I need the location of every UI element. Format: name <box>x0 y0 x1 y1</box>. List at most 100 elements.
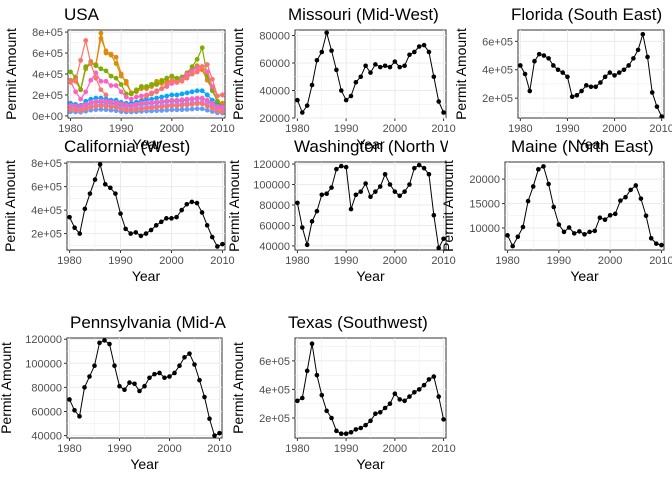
data-point <box>103 48 109 54</box>
y-tick-label: 120000 <box>253 159 290 171</box>
data-point <box>368 70 373 75</box>
data-point <box>83 106 89 112</box>
x-tick-label: 2000 <box>598 255 622 267</box>
data-point <box>97 340 102 346</box>
y-tick-label: 60000 <box>259 58 290 70</box>
data-point <box>640 31 646 37</box>
x-tick-label: 2000 <box>383 443 407 455</box>
x-tick-label: 2000 <box>160 123 184 135</box>
data-point <box>583 83 589 88</box>
data-point <box>77 414 82 419</box>
data-point <box>68 69 73 75</box>
data-point <box>87 191 93 196</box>
data-point <box>123 226 128 232</box>
data-point <box>108 51 114 57</box>
data-point <box>98 107 104 112</box>
data-point <box>118 211 123 216</box>
data-point <box>112 363 117 369</box>
data-point <box>149 91 154 97</box>
data-point <box>82 206 88 212</box>
data-point <box>177 363 182 369</box>
data-point <box>319 49 325 55</box>
data-point <box>659 242 664 248</box>
y-tick-label: 10000 <box>469 223 500 235</box>
data-point <box>92 177 98 182</box>
y-tick-label: 4e+05 <box>31 205 62 217</box>
data-point <box>93 98 99 104</box>
y-tick-label: 4e+05 <box>259 384 290 396</box>
data-point <box>159 104 165 110</box>
data-point <box>527 88 533 94</box>
y-axis-title: Permit Amount <box>2 160 18 252</box>
data-point <box>635 47 641 53</box>
data-point <box>68 103 73 108</box>
data-point <box>82 385 87 390</box>
data-point <box>184 75 190 81</box>
data-point <box>520 224 526 230</box>
data-point <box>83 89 89 95</box>
data-point <box>113 54 119 60</box>
panel-title: USA <box>64 5 100 24</box>
data-point <box>169 73 175 79</box>
data-point <box>621 67 627 73</box>
data-point <box>113 191 118 196</box>
data-point <box>574 92 580 98</box>
data-point <box>72 225 77 231</box>
data-point <box>184 201 190 207</box>
y-tick-label: 20000 <box>259 113 290 125</box>
data-point <box>363 181 368 186</box>
data-point <box>612 211 618 217</box>
x-axis-title: Year <box>130 456 159 472</box>
data-point <box>446 113 451 118</box>
data-point <box>117 383 122 389</box>
data-point <box>402 398 407 404</box>
data-point <box>324 30 329 36</box>
data-point <box>184 102 190 108</box>
data-point <box>353 79 359 85</box>
data-point <box>215 93 220 99</box>
data-point <box>382 63 388 69</box>
data-point <box>551 204 557 210</box>
data-point <box>571 231 577 236</box>
series-group <box>68 30 225 116</box>
data-point <box>387 401 393 407</box>
data-point <box>102 338 107 343</box>
data-point <box>88 77 94 83</box>
data-point <box>108 99 114 105</box>
data-point <box>179 97 185 103</box>
y-tick-label: 2e+05 <box>31 229 62 241</box>
y-tick-label: 8e+05 <box>32 27 63 39</box>
data-point <box>397 397 403 402</box>
data-point <box>184 90 190 96</box>
data-point <box>304 103 310 108</box>
data-point <box>159 98 165 104</box>
data-point <box>546 181 551 187</box>
data-point <box>373 62 378 67</box>
data-point <box>426 171 432 177</box>
data-point <box>382 405 388 411</box>
data-point <box>215 98 220 104</box>
data-point <box>68 107 73 113</box>
data-point <box>122 387 127 393</box>
x-tick-label: 1980 <box>57 443 81 455</box>
data-point <box>212 433 217 438</box>
series-group <box>518 31 664 118</box>
data-point <box>295 398 300 404</box>
data-point <box>392 59 398 64</box>
data-point <box>209 234 215 240</box>
data-point <box>199 106 205 112</box>
data-point <box>204 62 210 67</box>
data-point <box>592 228 598 234</box>
x-tick-label: 2010 <box>431 255 455 267</box>
data-point <box>368 418 373 424</box>
data-point <box>169 107 175 113</box>
data-point <box>649 90 655 95</box>
y-tick-label: 80000 <box>259 200 290 212</box>
data-point <box>103 78 109 84</box>
data-point <box>189 96 195 102</box>
y-axis-title: Permit Amount <box>3 28 19 120</box>
data-point <box>348 93 354 99</box>
y-tick-label: 6e+05 <box>32 48 63 60</box>
data-point <box>144 84 149 89</box>
data-point <box>412 49 417 55</box>
